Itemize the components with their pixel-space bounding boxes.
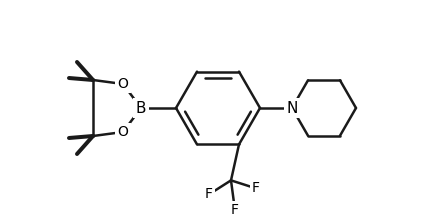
Text: F: F [230,203,239,217]
Text: O: O [117,125,128,139]
Text: N: N [286,101,297,116]
Text: F: F [252,181,259,195]
Text: O: O [117,77,128,91]
Text: B: B [135,101,146,116]
Text: F: F [205,187,212,201]
